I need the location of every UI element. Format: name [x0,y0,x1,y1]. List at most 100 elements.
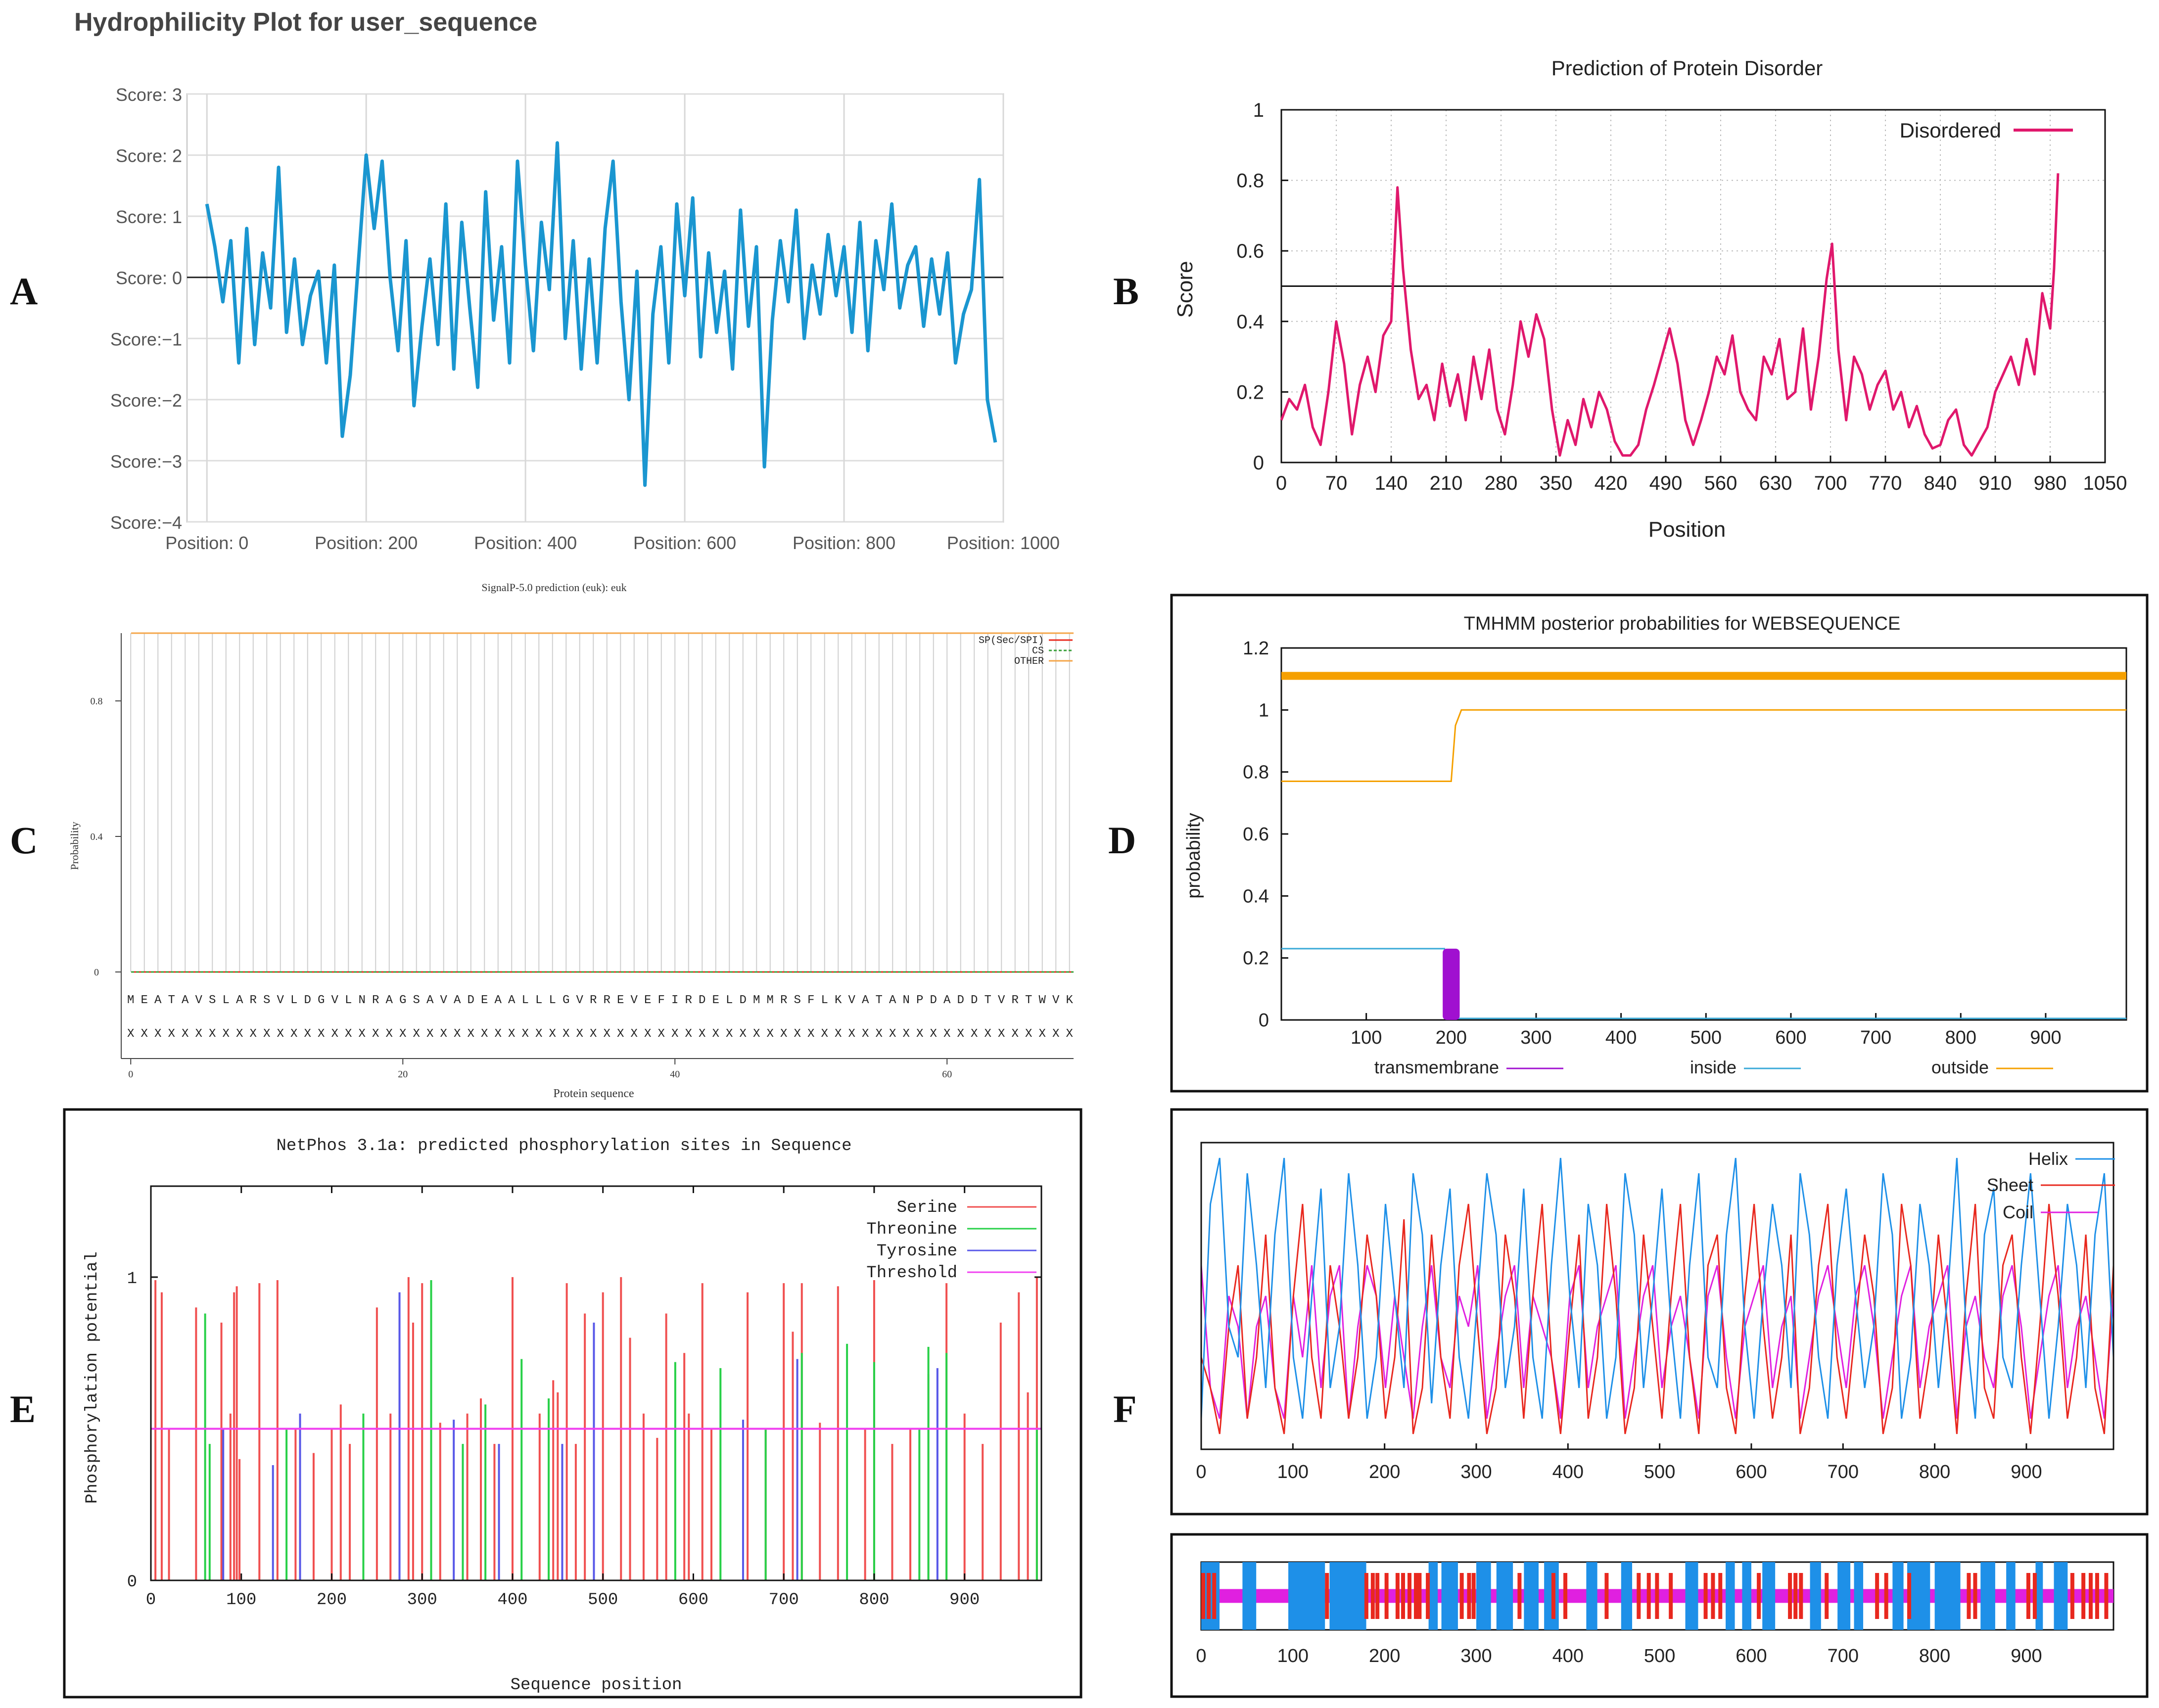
chart-c-residue: V [576,994,584,1007]
chart-b-axes: 0 70 140 210 280 350 420 490 560 630 700 770 840 910 9… [1236,99,2127,494]
chart-b-xtick-label: 910 [1979,472,2012,494]
chart-c-residue: W [1039,994,1046,1007]
panel-label-a: A [10,270,38,313]
chart-c-cs-marker: X [468,1027,474,1041]
chart-c-residue: L [535,994,542,1007]
panel-label-e: E [10,1387,36,1431]
chart-d-transmembrane-block [1443,948,1460,1020]
chart-c-residue: D [957,994,964,1007]
chart-c-cs-marker: X [426,1027,433,1041]
chart-c-residue: V [195,994,203,1007]
chart-f-track-helix [1685,1562,1698,1630]
chart-c-residue: A [508,994,516,1007]
chart-f-track-tick-label: 200 [1369,1646,1400,1666]
chart-e-xlabel: Sequence position [511,1676,682,1695]
chart-b-xtick-label: 350 [1540,472,1573,494]
chart-c-residue: V [631,994,638,1007]
chart-f-track-sheet [1375,1573,1380,1619]
chart-f-track-sheet [1718,1573,1723,1619]
chart-f-xtick-label: 800 [1919,1462,1950,1482]
chart-c-residue: S [263,994,270,1007]
chart-f-track-tick-label: 400 [1552,1646,1584,1666]
legend-sp-label: SP(Sec/SPI) [979,635,1044,646]
chart-c-cs-marker: X [780,1027,787,1041]
chart-f-track-helix [2054,1562,2068,1630]
chart-c-cs-marker: X [644,1027,651,1041]
chart-c-cs-marker: X [127,1027,134,1041]
chart-d-ytick-label: 1 [1259,700,1269,721]
chart-c-cs-marker: X [794,1027,801,1041]
chart-a-ytick-label: Score:−1 [110,329,182,349]
chart-d-xtick-label: 200 [1436,1027,1467,1048]
chart-e-ylabel: Phosphorylation potential [83,1251,102,1504]
chart-a-ytick-label: Score: 0 [116,268,182,288]
chart-c-residue: N [903,994,910,1007]
chart-c-axes: 0 0.4 0.8 0 20 40 60 [91,633,1074,1080]
chart-b-xtick-label: 560 [1704,472,1737,494]
chart-f-track-helix [1329,1562,1366,1630]
chart-c-residue: T [168,994,175,1007]
panel-d: D TMHMM posterior probabilities for WEBS… [1108,594,2149,1093]
chart-f-track-sheet [1637,1573,1641,1619]
chart-e-xtick-label: 400 [497,1591,527,1610]
chart-c-cs-marker: X [848,1027,855,1041]
chart-c-cs-marker: X [658,1027,665,1041]
chart-b-disorder-line [1280,173,2060,457]
chart-c-cs-marker: X [590,1027,597,1041]
chart-a-ytick-label: Score: 3 [116,85,182,105]
chart-c-cs-marker: X [971,1027,978,1041]
chart-f-track-sheet [2081,1573,2086,1619]
chart-f-secondary-structure-track: 0 100 200 300 400 500 600 700 800 900 [1196,1561,2114,1666]
chart-c-cs-marker: X [413,1027,420,1041]
chart-c-cs-marker: X [726,1027,733,1041]
legend-other-label: OTHER [1014,656,1044,667]
chart-b-xtick-label: 630 [1759,472,1792,494]
chart-b-ytick-label: 0 [1253,452,1264,474]
chart-f-track-helix [1892,1562,1904,1630]
chart-e-ytick-label: 0 [127,1573,137,1592]
chart-c-cs-marker: X [1012,1027,1019,1041]
chart-c-cs-marker: X [454,1027,461,1041]
chart-c-residue: T [985,994,991,1007]
chart-f-track-sheet [1793,1573,1798,1619]
chart-c-sequence-row: M X E X A X T X A X V X S X L X A X R X S X V X L X D X G X V X L X N X R X A X… [127,994,1074,1041]
chart-c-residue: M [767,994,774,1007]
chart-d-xtick-label: 500 [1690,1027,1722,1048]
chart-f-track-helix [2006,1562,2016,1630]
chart-b-xtick-label: 280 [1485,472,1518,494]
chart-c-cs-marker: X [930,1027,937,1041]
chart-f-track-sheet [1788,1573,1792,1619]
chart-c-cs-marker: X [277,1027,284,1041]
chart-c-cs-marker: X [304,1027,311,1041]
chart-f-track-sheet [1207,1573,1211,1619]
chart-c-cs-marker: X [290,1027,297,1041]
chart-f-track-sheet [1646,1573,1651,1619]
chart-e-axes: 0 100 200 300 400 500 600 700 800 900 0 1 [127,1185,1042,1610]
chart-c-residue: F [807,994,814,1007]
legend-coil-label: Coil [2003,1202,2033,1222]
chart-e-xtick-label: 700 [769,1591,799,1610]
chart-f-sheet-line [1200,1203,2114,1434]
chart-f-track-sheet [1401,1573,1406,1619]
chart-f-track-sheet [1563,1573,1568,1619]
chart-d-plot-frame [1280,647,2127,1021]
chart-f-track-helix [1810,1562,1821,1630]
legend-outside-label: outside [1931,1057,1989,1077]
chart-c-title: SignalP-5.0 prediction (euk): euk [481,581,626,594]
chart-c-cs-marker: X [386,1027,393,1041]
panel-e-frame [63,1108,1082,1699]
chart-e-title: NetPhos 3.1a: predicted phosphorylation … [277,1137,852,1155]
chart-c-cs-marker: X [359,1027,366,1041]
chart-c-residue: A [154,994,162,1007]
chart-f-track-sheet [1711,1573,1715,1619]
chart-a-series [205,141,997,487]
chart-c-cs-marker: X [345,1027,352,1041]
chart-c-cs-marker: X [182,1027,188,1041]
chart-c-residue: A [426,994,434,1007]
chart-f-track-sheet [1413,1573,1418,1619]
chart-c-residue: D [468,994,474,1007]
chart-a-axes: Score: 3 Score: 2 Score: 1 Score: 0 Score:−1… [110,85,1060,553]
chart-c-grid [130,633,1070,972]
chart-f-track-helix [1621,1562,1633,1630]
chart-f-track-sheet [1384,1573,1389,1619]
